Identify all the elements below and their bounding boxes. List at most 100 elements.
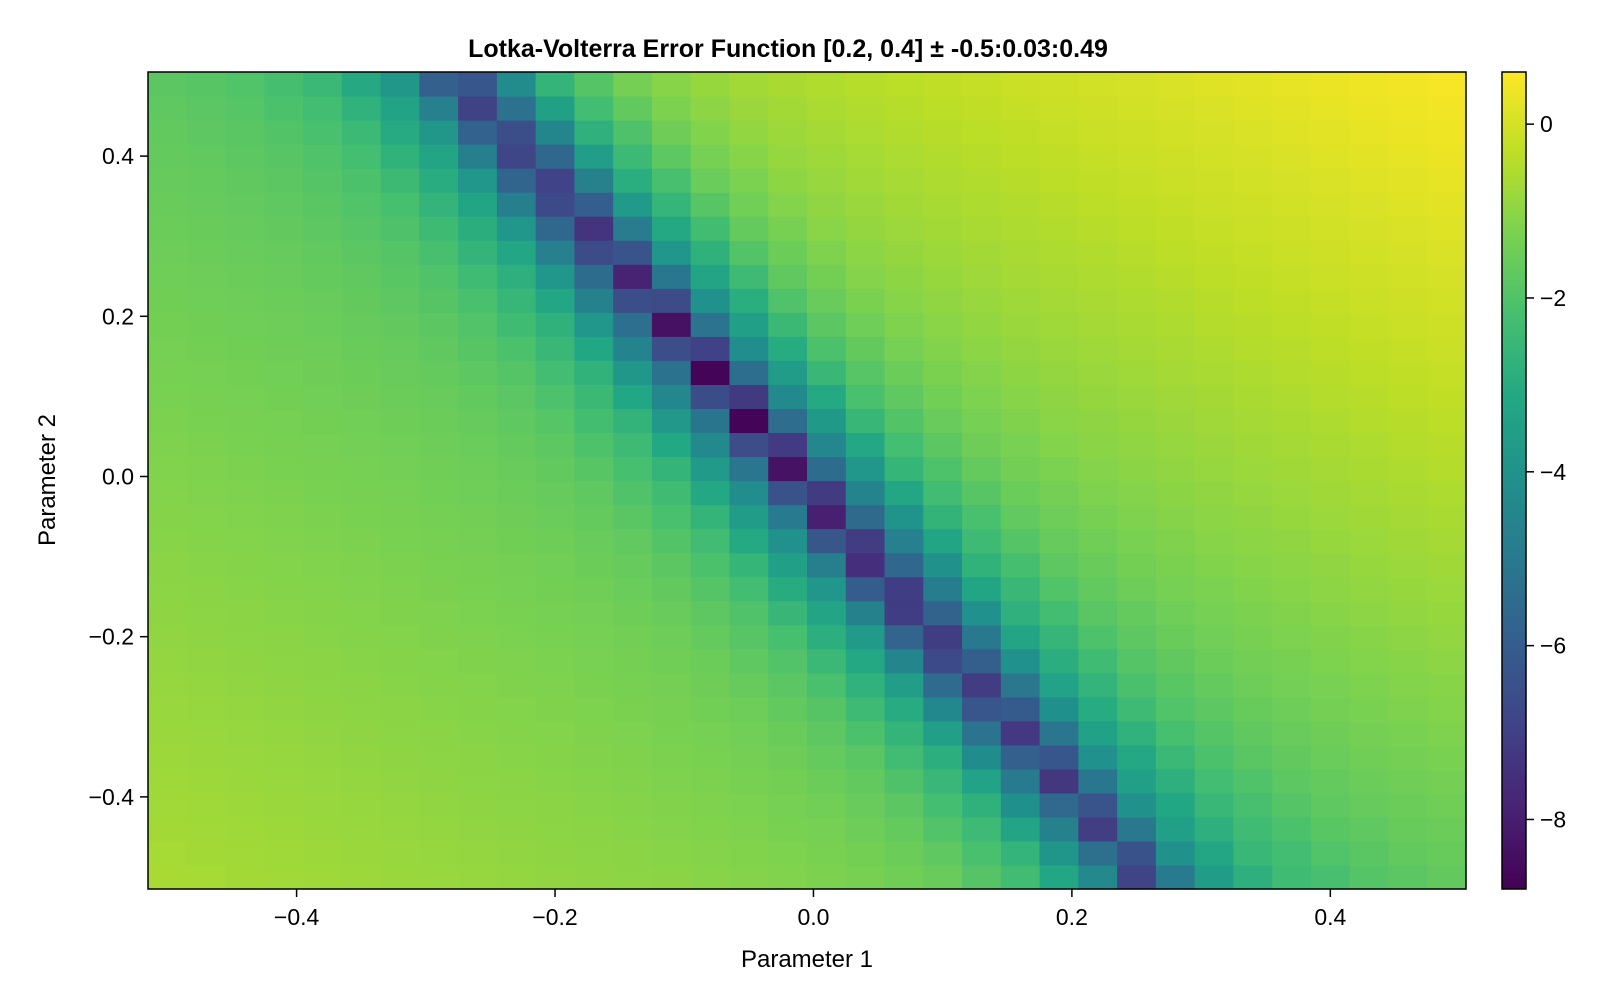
- heatmap-cell: [1155, 456, 1196, 482]
- heatmap-cell: [148, 624, 188, 650]
- heatmap-cell: [1349, 624, 1390, 650]
- heatmap-cell: [1078, 648, 1118, 674]
- heatmap-cell: [535, 480, 576, 506]
- heatmap-cell: [651, 336, 692, 361]
- heatmap-cell: [225, 456, 265, 482]
- heatmap-cell: [651, 768, 692, 794]
- heatmap-cell: [148, 216, 188, 241]
- heatmap-cell: [613, 432, 653, 458]
- heatmap-cell: [1233, 144, 1273, 169]
- heatmap-cell: [1427, 192, 1467, 217]
- heatmap-cell: [419, 384, 459, 410]
- heatmap-cell: [186, 72, 227, 97]
- heatmap-cell: [1427, 144, 1467, 169]
- heatmap-cell: [419, 528, 459, 554]
- heatmap-cell: [186, 120, 227, 145]
- heatmap-cell: [962, 72, 1002, 97]
- heatmap-cell: [1000, 336, 1041, 361]
- heatmap-cell: [1272, 576, 1312, 602]
- heatmap-cell: [807, 144, 847, 169]
- heatmap-cell: [574, 432, 614, 458]
- heatmap-cell: [186, 624, 227, 650]
- heatmap-cell: [884, 288, 924, 313]
- heatmap-cell: [574, 768, 614, 794]
- heatmap-cell: [807, 744, 847, 770]
- heatmap-cell: [574, 504, 614, 530]
- heatmap-cell: [1000, 312, 1041, 337]
- heatmap-cell: [496, 216, 537, 241]
- heatmap-cell: [535, 744, 576, 770]
- heatmap-cell: [186, 768, 227, 794]
- heatmap-cell: [1194, 360, 1235, 385]
- heatmap-cell: [1000, 816, 1041, 842]
- heatmap-cell: [1000, 720, 1041, 746]
- heatmap-cell: [1349, 312, 1390, 337]
- heatmap-cell: [458, 264, 498, 289]
- y-tick-label: −0.2: [89, 624, 134, 650]
- heatmap-cell: [690, 504, 731, 530]
- heatmap-cell: [1039, 840, 1079, 866]
- heatmap-cell: [1039, 624, 1079, 650]
- heatmap-cell: [419, 552, 459, 578]
- heatmap-cell: [1078, 360, 1118, 385]
- heatmap-cell: [419, 744, 459, 770]
- heatmap-cell: [264, 864, 304, 890]
- heatmap-cell: [1117, 192, 1157, 217]
- heatmap-cell: [923, 696, 963, 722]
- heatmap-cell: [341, 480, 382, 506]
- heatmap-cell: [613, 648, 653, 674]
- heatmap-cell: [690, 696, 731, 722]
- heatmap-cell: [225, 864, 265, 890]
- heatmap-cell: [341, 120, 382, 145]
- heatmap-cell: [496, 312, 537, 337]
- heatmap-cell: [923, 672, 963, 698]
- heatmap-cell: [1117, 624, 1157, 650]
- heatmap-cell: [1310, 648, 1351, 674]
- heatmap-cell: [807, 504, 847, 530]
- heatmap-cell: [1427, 840, 1467, 866]
- heatmap-cell: [768, 336, 808, 361]
- heatmap-cell: [651, 504, 692, 530]
- heatmap-cell: [380, 840, 420, 866]
- heatmap-cell: [1388, 432, 1428, 458]
- heatmap-cell: [380, 864, 420, 890]
- heatmap-cell: [768, 144, 808, 169]
- heatmap-cell: [1039, 288, 1079, 313]
- heatmap-cell: [496, 120, 537, 145]
- heatmap-cell: [303, 72, 343, 97]
- heatmap-cell: [962, 648, 1002, 674]
- heatmap-cell: [574, 576, 614, 602]
- heatmap-cell: [768, 528, 808, 554]
- heatmap-cell: [807, 624, 847, 650]
- heatmap-cell: [496, 264, 537, 289]
- heatmap-cell: [1155, 528, 1196, 554]
- heatmap-cell: [186, 576, 227, 602]
- heatmap-cell: [496, 840, 537, 866]
- heatmap-cell: [574, 72, 614, 97]
- heatmap-cell: [923, 720, 963, 746]
- heatmap-cell: [1272, 192, 1312, 217]
- heatmap-cell: [264, 264, 304, 289]
- heatmap-cell: [264, 120, 304, 145]
- heatmap-cell: [962, 312, 1002, 337]
- heatmap-cell: [186, 216, 227, 241]
- heatmap-cell: [1349, 72, 1390, 97]
- heatmap-cell: [1000, 432, 1041, 458]
- heatmap-cell: [1078, 720, 1118, 746]
- heatmap-cell: [923, 312, 963, 337]
- heatmap-cell: [845, 408, 886, 434]
- y-tick-label: 0.2: [102, 303, 134, 329]
- heatmap-cell: [1117, 864, 1157, 890]
- heatmap-cell: [1388, 552, 1428, 578]
- heatmap-cell: [1039, 384, 1079, 410]
- heatmap-cell: [1388, 72, 1428, 97]
- heatmap-cell: [884, 840, 924, 866]
- heatmap-cell: [303, 408, 343, 434]
- heatmap-cell: [1039, 672, 1079, 698]
- heatmap-cell: [1310, 144, 1351, 169]
- heatmap-cell: [1388, 264, 1428, 289]
- heatmap-cell: [807, 408, 847, 434]
- heatmap-cell: [1272, 816, 1312, 842]
- heatmap-cell: [535, 816, 576, 842]
- heatmap-cell: [1427, 720, 1467, 746]
